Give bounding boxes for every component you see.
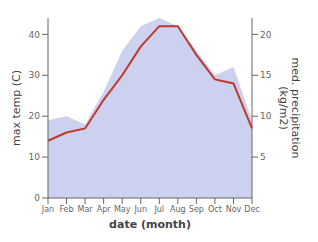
svg-text:Jun: Jun: [133, 205, 147, 214]
svg-text:Dec: Dec: [244, 205, 259, 214]
svg-text:May: May: [114, 205, 131, 214]
svg-text:Jan: Jan: [41, 205, 54, 214]
svg-text:10: 10: [29, 152, 41, 162]
svg-text:20: 20: [260, 30, 272, 40]
svg-text:Sep: Sep: [189, 205, 204, 214]
svg-text:med. precipitation(kg/m2): med. precipitation(kg/m2): [278, 58, 303, 159]
svg-text:Jul: Jul: [153, 205, 164, 214]
svg-text:Feb: Feb: [59, 205, 73, 214]
svg-text:Aug: Aug: [170, 205, 186, 214]
svg-text:5: 5: [260, 152, 266, 162]
svg-text:Apr: Apr: [97, 205, 112, 214]
svg-text:0: 0: [34, 193, 40, 203]
svg-text:max temp (C): max temp (C): [10, 70, 23, 146]
svg-text:Nov: Nov: [226, 205, 242, 214]
svg-text:15: 15: [260, 70, 271, 80]
svg-text:Mar: Mar: [78, 205, 94, 214]
svg-text:date (month): date (month): [109, 218, 191, 231]
svg-text:30: 30: [29, 70, 41, 80]
svg-text:Oct: Oct: [208, 205, 222, 214]
svg-text:10: 10: [260, 111, 272, 121]
svg-text:20: 20: [29, 111, 41, 121]
svg-text:40: 40: [29, 30, 41, 40]
